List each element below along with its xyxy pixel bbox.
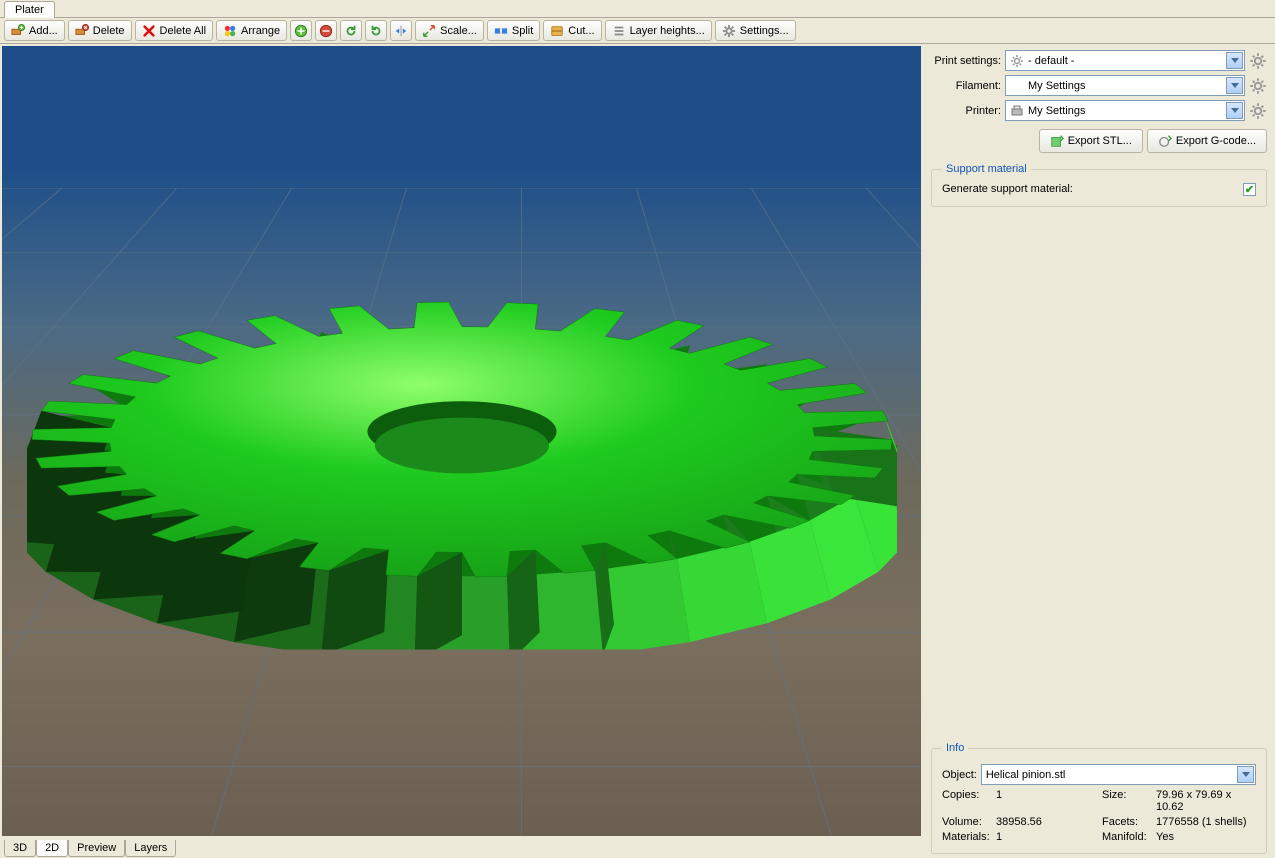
print-settings-gear-button[interactable] [1249, 52, 1267, 70]
facets-value: 1776558 (1 shells) [1156, 816, 1256, 828]
settings-label: Settings... [740, 25, 789, 37]
print-settings-label: Print settings: [931, 55, 1001, 67]
printer-icon [1010, 104, 1024, 118]
export-stl-icon [1050, 134, 1064, 148]
filament-combo[interactable]: My Settings [1005, 75, 1245, 96]
chevron-down-icon [1237, 766, 1254, 783]
export-stl-label: Export STL... [1068, 135, 1132, 147]
filament-gear-button[interactable] [1249, 77, 1267, 95]
view-tab-2d[interactable]: 2D [36, 840, 68, 857]
layer-heights-label: Layer heights... [630, 25, 705, 37]
size-value: 79.96 x 79.69 x 10.62 [1156, 789, 1256, 813]
info-group: Info Object: Helical pinion.stl Copies: … [931, 742, 1267, 854]
size-label: Size: [1102, 789, 1150, 813]
plus-circle-icon [294, 24, 308, 38]
support-material-label: Generate support material: [942, 183, 1073, 195]
arrange-label: Arrange [241, 25, 280, 37]
scale-label: Scale... [440, 25, 477, 37]
facets-label: Facets: [1102, 816, 1150, 828]
print-settings-value: - default - [1028, 55, 1074, 67]
cut-label: Cut... [568, 25, 594, 37]
materials-label: Materials: [942, 831, 990, 843]
rotate-ccw-button[interactable] [340, 20, 362, 41]
flip-button[interactable] [390, 20, 412, 41]
volume-value: 38958.56 [996, 816, 1096, 828]
object-combo[interactable]: Helical pinion.stl [981, 764, 1256, 785]
object-value: Helical pinion.stl [986, 769, 1065, 781]
delete-label: Delete [93, 25, 125, 37]
printer-value: My Settings [1028, 105, 1085, 117]
materials-value: 1 [996, 831, 1096, 843]
gear-icon [1010, 54, 1024, 68]
more-button[interactable] [290, 20, 312, 41]
viewport-3d[interactable] [2, 46, 921, 836]
support-material-legend: Support material [942, 163, 1031, 175]
toolbar: Add... Delete Delete All Arrange Scale..… [0, 18, 1275, 44]
flip-icon [394, 24, 408, 38]
cross-icon [142, 24, 156, 38]
view-tab-preview[interactable]: Preview [68, 840, 125, 857]
chevron-down-icon [1226, 102, 1243, 119]
object-label: Object: [942, 769, 977, 781]
delete-all-button[interactable]: Delete All [135, 20, 213, 41]
chevron-down-icon [1226, 77, 1243, 94]
add-label: Add... [29, 25, 58, 37]
right-panel: Print settings: - default - Filament: My… [923, 44, 1275, 858]
split-icon [494, 24, 508, 38]
settings-button[interactable]: Settings... [715, 20, 796, 41]
cut-button[interactable]: Cut... [543, 20, 601, 41]
printer-label: Printer: [931, 105, 1001, 117]
export-stl-button[interactable]: Export STL... [1039, 129, 1143, 153]
cut-icon [550, 24, 564, 38]
model-gear[interactable] [27, 230, 897, 653]
brick-delete-icon [75, 24, 89, 38]
export-gcode-icon [1158, 134, 1172, 148]
layer-heights-button[interactable]: Layer heights... [605, 20, 712, 41]
manifold-label: Manifold: [1102, 831, 1150, 843]
arrange-button[interactable]: Arrange [216, 20, 287, 41]
gear-icon [722, 24, 736, 38]
brick-add-icon [11, 24, 25, 38]
print-settings-combo[interactable]: - default - [1005, 50, 1245, 71]
rotate-cw-icon [369, 24, 383, 38]
printer-gear-button[interactable] [1249, 102, 1267, 120]
view-tab-layers[interactable]: Layers [125, 840, 176, 857]
support-material-group: Support material Generate support materi… [931, 163, 1267, 207]
support-material-checkbox[interactable]: ✔ [1243, 183, 1256, 196]
export-gcode-label: Export G-code... [1176, 135, 1256, 147]
filament-label: Filament: [931, 80, 1001, 92]
minus-circle-icon [319, 24, 333, 38]
info-legend: Info [942, 742, 968, 754]
fewer-button[interactable] [315, 20, 337, 41]
split-label: Split [512, 25, 533, 37]
printer-combo[interactable]: My Settings [1005, 100, 1245, 121]
tab-plater[interactable]: Plater [4, 1, 55, 18]
scale-button[interactable]: Scale... [415, 20, 484, 41]
view-tab-3d[interactable]: 3D [4, 840, 36, 857]
filament-value: My Settings [1028, 80, 1085, 92]
export-gcode-button[interactable]: Export G-code... [1147, 129, 1267, 153]
copies-label: Copies: [942, 789, 990, 813]
manifold-value: Yes [1156, 831, 1256, 843]
volume-label: Volume: [942, 816, 990, 828]
rotate-ccw-icon [344, 24, 358, 38]
spool-icon [1010, 79, 1024, 93]
rotate-cw-button[interactable] [365, 20, 387, 41]
chevron-down-icon [1226, 52, 1243, 69]
scale-icon [422, 24, 436, 38]
add-button[interactable]: Add... [4, 20, 65, 41]
layers-icon [612, 24, 626, 38]
delete-all-label: Delete All [160, 25, 206, 37]
delete-button[interactable]: Delete [68, 20, 132, 41]
copies-value: 1 [996, 789, 1096, 813]
split-button[interactable]: Split [487, 20, 540, 41]
arrange-icon [223, 24, 237, 38]
